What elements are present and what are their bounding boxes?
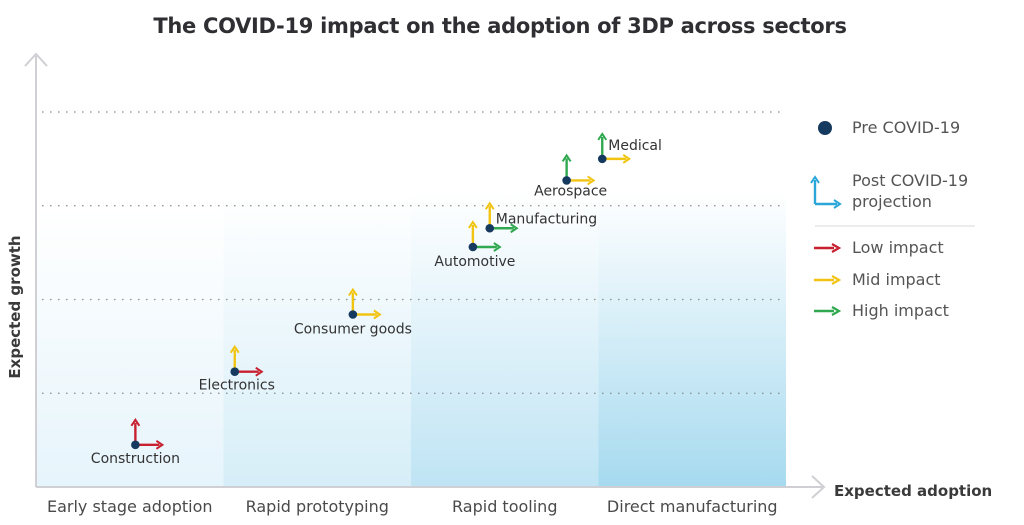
point-label: Consumer goods — [294, 322, 412, 338]
adoption-arrowhead — [155, 439, 165, 450]
legend-high-impact-marker — [814, 306, 842, 316]
data-point: Manufacturing — [484, 201, 597, 234]
adoption-band — [598, 192, 786, 487]
data-point: Construction — [91, 418, 180, 467]
pre-covid-dot — [131, 440, 140, 450]
x-tick-label: Direct manufacturing — [607, 497, 778, 516]
pre-covid-dot — [230, 367, 240, 376]
pre-covid-dot — [597, 154, 607, 164]
adoption-arrowhead — [510, 223, 519, 234]
adoption-arrowhead — [373, 309, 382, 320]
x-axis-label: Expected adoption — [834, 482, 992, 500]
point-label: Construction — [91, 451, 180, 467]
legend-arrowhead — [831, 306, 842, 316]
legend-high-impact-label: High impact — [852, 301, 949, 320]
adoption-arrowhead — [622, 154, 632, 164]
legend-arrowhead — [831, 275, 842, 285]
data-point: Medical — [597, 132, 662, 164]
data-point: Electronics — [199, 344, 275, 394]
legend-mid-impact-label: Mid impact — [852, 270, 941, 289]
growth-arrowhead — [561, 153, 572, 162]
x-tick-label: Rapid prototyping — [246, 497, 389, 516]
pre-covid-dot — [562, 176, 571, 185]
growth-arrowhead — [468, 220, 478, 229]
data-point: Aerospace — [534, 153, 607, 199]
legend-post-covid-label-line2: projection — [852, 192, 932, 211]
growth-arrowhead — [130, 418, 141, 427]
point-label: Aerospace — [534, 183, 607, 199]
legend-low-impact-marker — [814, 243, 842, 253]
y-axis-arrowhead — [24, 52, 48, 67]
legend-mid-impact-marker — [814, 275, 842, 285]
legend-post-arrowhead-up — [810, 175, 820, 184]
pre-covid-dot — [468, 242, 478, 252]
data-point: Automotive — [434, 220, 515, 270]
adoption-band — [223, 195, 411, 487]
chart-title: The COVID-19 impact on the adoption of 3… — [153, 14, 847, 38]
adoption-band — [36, 210, 224, 487]
growth-arrowhead — [348, 287, 358, 297]
data-point: Consumer goods — [294, 287, 412, 338]
growth-arrowhead — [597, 132, 608, 141]
pre-covid-dot — [485, 223, 495, 233]
adoption-arrowhead — [587, 175, 596, 186]
growth-arrowhead — [484, 201, 495, 210]
y-axis-label: Expected growth — [6, 235, 24, 378]
adoption-arrowhead — [493, 242, 502, 252]
legend-post-covid-label: Post COVID-19 — [852, 171, 968, 190]
pre-covid-dot — [348, 310, 358, 319]
legend-low-impact-label: Low impact — [852, 238, 944, 257]
legend-pre-covid-label: Pre COVID-19 — [852, 118, 960, 137]
adoption-band — [411, 192, 599, 487]
x-tick-label: Rapid tooling — [452, 497, 557, 516]
point-label: Automotive — [434, 254, 515, 270]
x-tick-label: Early stage adoption — [47, 497, 213, 516]
legend-pre-covid-marker — [818, 121, 832, 135]
legend-post-arrowhead-right — [833, 199, 842, 209]
legend-arrowhead — [831, 243, 842, 253]
x-axis-arrowhead — [811, 475, 826, 499]
point-label: Electronics — [199, 378, 275, 394]
growth-arrowhead — [229, 344, 240, 354]
adoption-arrowhead — [255, 366, 264, 377]
point-label: Manufacturing — [496, 211, 597, 227]
legend-post-covid-marker — [810, 175, 842, 209]
point-label: Medical — [608, 138, 662, 154]
